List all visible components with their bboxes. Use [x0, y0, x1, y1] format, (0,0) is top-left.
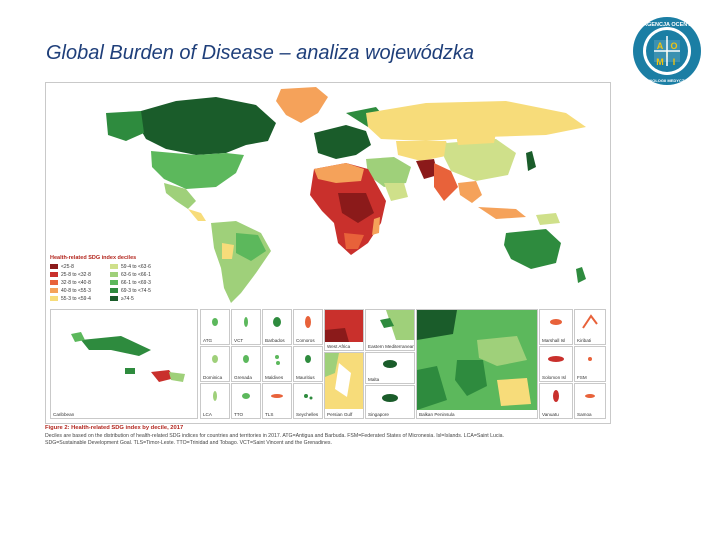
inset-panels: Caribbean ATG VCT Barbados Comoros Domin… [50, 309, 606, 419]
svg-text:TECHNOLOGII MEDYCZNYCH: TECHNOLOGII MEDYCZNYCH [638, 78, 695, 83]
inset-island: Marshall Isl [539, 309, 573, 345]
island-shape [213, 391, 217, 401]
legend-item: 25·8 to <32·8 [50, 271, 110, 278]
legend-swatch [110, 272, 118, 277]
inset-eastern-mediterranean: Eastern Mediterranean [365, 309, 415, 351]
caption-text: Deciles are based on the distribution of… [45, 433, 504, 439]
island-shape [550, 319, 562, 325]
caribbean-map [71, 332, 185, 382]
persian-gulf-map [325, 353, 363, 409]
island-shape [588, 357, 592, 361]
island-shape [244, 317, 248, 327]
legend-item: 69·3 to <74·5 [110, 287, 180, 294]
inset-island: Mauritius [293, 346, 323, 382]
island-shape [242, 393, 250, 399]
slide-title: Global Burden of Disease – analiza wojew… [46, 42, 475, 64]
inset-persian-gulf: Persian Gulf [324, 352, 364, 419]
legend-item: ≥74·5 [110, 295, 180, 302]
inset-island: Barbados [262, 309, 292, 345]
island-shape [273, 317, 281, 327]
svg-text:I: I [673, 57, 676, 67]
inset-island: ATG [200, 309, 230, 345]
legend-swatch [110, 264, 118, 269]
legend-swatch [110, 288, 118, 293]
inset-island: Comoros [293, 309, 323, 345]
inset-singapore: Singapore [365, 385, 415, 419]
inset-island: Samoa [574, 383, 606, 419]
eastern-mediterranean-map [380, 310, 414, 340]
legend-swatch [50, 272, 58, 277]
legend-item: 55·3 to <59·4 [50, 295, 110, 302]
legend-title: Health-related SDG index deciles [50, 255, 137, 261]
legend-swatch [50, 288, 58, 293]
inset-island: VCT [231, 309, 261, 345]
caption-text: SDG=Sustainable Development Goal. TLS=Ti… [45, 440, 332, 446]
island-shape [582, 314, 598, 329]
map-panel: Health-related SDG index deciles <25·8 5… [45, 82, 611, 424]
inset-west-africa: West Africa [324, 309, 364, 351]
inset-island: Solomon Isl [539, 346, 573, 382]
inset-island: LCA [200, 383, 230, 419]
legend-item: 40·8 to <55·3 [50, 287, 110, 294]
island-shape [271, 394, 283, 398]
inset-island: FSM [574, 346, 606, 382]
figure-caption: Figure 2: Health-related SDG index by de… [45, 425, 611, 447]
caption-title: Figure 2: Health-related SDG index by de… [45, 425, 184, 431]
island-shape [304, 394, 313, 400]
legend-swatch [50, 296, 58, 301]
inset-island: TLS [262, 383, 292, 419]
island-shape [585, 394, 595, 398]
island-shape [275, 355, 280, 365]
legend-swatch [110, 296, 118, 301]
sdg-figure: Health-related SDG index deciles <25·8 5… [45, 82, 611, 454]
island-shape [305, 355, 311, 363]
inset-island: Dominica [200, 346, 230, 382]
island-shape [553, 390, 559, 402]
balkan-map [417, 310, 537, 410]
inset-island: Vanuatu [539, 383, 573, 419]
island-shape [305, 316, 311, 328]
world-map [106, 87, 586, 303]
west-africa-map [325, 310, 363, 342]
legend: Health-related SDG index deciles <25·8 5… [50, 255, 200, 302]
legend-item: 63·6 to <66·1 [110, 271, 180, 278]
island-shape [212, 318, 218, 326]
singapore-map [382, 394, 398, 402]
svg-text:A: A [657, 41, 664, 51]
malta-map [383, 360, 397, 368]
inset-island: Maldives [262, 346, 292, 382]
legend-item: 59·4 to <63·6 [110, 263, 180, 270]
legend-item: <25·8 [50, 263, 110, 270]
island-shape [243, 355, 249, 363]
island-shape [212, 355, 218, 363]
legend-swatch [110, 280, 118, 285]
svg-text:AGENCJA OCENY: AGENCJA OCENY [643, 22, 691, 28]
svg-text:M: M [656, 57, 664, 67]
island-shape [548, 356, 564, 362]
legend-item: 32·8 to <40·8 [50, 279, 110, 286]
legend-item: 66·1 to <69·3 [110, 279, 180, 286]
legend-swatch [50, 264, 58, 269]
inset-island: TTO [231, 383, 261, 419]
svg-text:O: O [670, 41, 677, 51]
legend-swatch [50, 280, 58, 285]
inset-island: Seychelles [293, 383, 323, 419]
inset-island: Grenada [231, 346, 261, 382]
inset-malta: Malta [365, 352, 415, 384]
inset-island: Kiribati [574, 309, 606, 345]
inset-caribbean: Caribbean [50, 309, 198, 419]
inset-label: Caribbean [53, 412, 75, 417]
inset-balkan: Balkan Peninsula [416, 309, 538, 419]
